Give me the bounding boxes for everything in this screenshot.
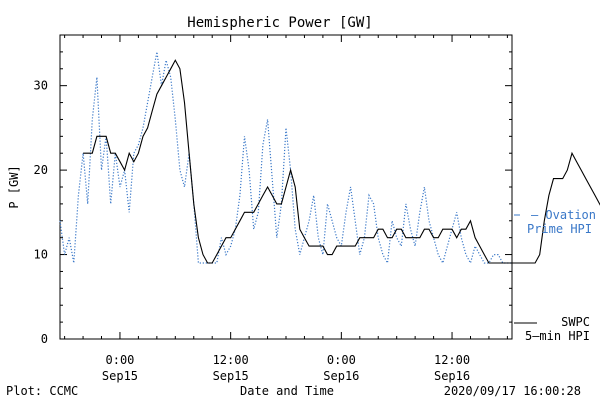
x-axis-label: Date and Time xyxy=(240,384,334,398)
y-tick-label: 20 xyxy=(34,163,48,177)
x-tick-time-label: 0:00 xyxy=(106,353,135,367)
x-tick-time-label: 0:00 xyxy=(327,353,356,367)
footer-timestamp: 2020/09/17 16:00:28 xyxy=(444,384,581,398)
legend-ovation-line1: — Ovation xyxy=(531,208,596,222)
series-layer xyxy=(59,51,600,265)
y-tick-label: 10 xyxy=(34,248,48,262)
x-tick-date-label: Sep15 xyxy=(102,369,138,383)
legend-swpc-line1: SWPC xyxy=(561,315,590,329)
y-axis: 0 10 20 30 xyxy=(34,34,512,346)
x-tick-time-label: 12:00 xyxy=(434,353,470,367)
x-tick-time-label: 12:00 xyxy=(213,353,249,367)
x-tick-date-label: Sep15 xyxy=(213,369,249,383)
y-axis-label: P [GW] xyxy=(7,165,21,208)
legend-ovation-line2: Prime HPI xyxy=(527,222,592,236)
x-tick-date-label: Sep16 xyxy=(323,369,359,383)
legend-swpc-line2: 5–min HPI xyxy=(525,329,590,343)
footer-plot-credit: Plot: CCMC xyxy=(6,384,78,398)
chart-title: Hemispheric Power [GW] xyxy=(187,15,372,31)
y-tick-label: 30 xyxy=(34,79,48,93)
x-tick-date-label: Sep16 xyxy=(434,369,470,383)
legend: — Ovation Prime HPI SWPC 5–min HPI xyxy=(514,208,596,343)
swpc-hpi-line xyxy=(83,59,600,264)
y-tick-label: 0 xyxy=(41,332,48,346)
x-axis: 0:00 Sep15 12:00 Sep15 0:00 Sep16 12:00 Sep16 xyxy=(64,35,508,383)
